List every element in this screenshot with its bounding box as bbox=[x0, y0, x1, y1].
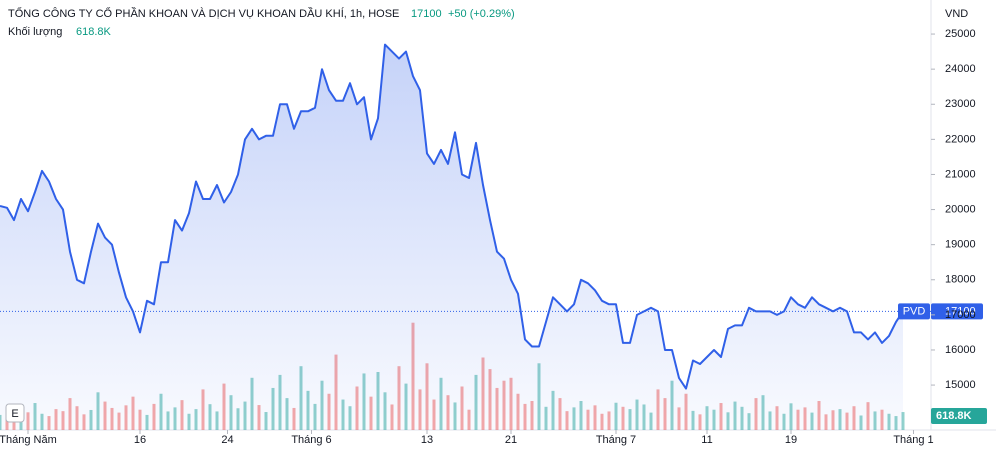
area bbox=[0, 44, 903, 430]
x-tick-label: Tháng Năm bbox=[0, 434, 57, 446]
y-tick-label: 24000 bbox=[945, 63, 976, 75]
x-tick-label: Tháng 1 bbox=[893, 434, 933, 446]
volume-tag-label: 618.8K bbox=[936, 410, 972, 422]
price-tag bbox=[931, 303, 983, 320]
x-tick-label: Tháng 6 bbox=[291, 434, 331, 446]
button[interactable] bbox=[5, 403, 25, 423]
currency: VND bbox=[945, 8, 968, 20]
price-tag-label: 17100 bbox=[945, 305, 976, 317]
x-tick-label: Tháng 7 bbox=[596, 434, 636, 446]
change: +50 (+0.29%) bbox=[448, 8, 515, 20]
button-label[interactable]: E bbox=[11, 408, 18, 420]
ticker: PVD bbox=[903, 305, 926, 317]
price-line bbox=[0, 43, 904, 390]
y-tick-label: 17000 bbox=[945, 309, 976, 321]
title: TỔNG CÔNG TY CỔ PHẦN KHOAN VÀ DỊCH VỤ KH… bbox=[8, 7, 399, 20]
x-tick-label: 24 bbox=[221, 434, 233, 446]
y-tick-label: 20000 bbox=[945, 203, 976, 215]
y-tick-label: 15000 bbox=[945, 379, 976, 391]
y-tick-label: 23000 bbox=[945, 98, 976, 110]
x-tick-label: 11 bbox=[701, 434, 712, 446]
last-price: 17100 bbox=[411, 8, 442, 20]
volume-tag bbox=[931, 408, 987, 424]
y-tick-label: 25000 bbox=[945, 28, 976, 40]
volume-caption: Khối lượng bbox=[8, 26, 62, 38]
x-tick-label: 13 bbox=[421, 434, 433, 446]
x-tick-label: 19 bbox=[785, 434, 797, 446]
y-tick-label: 22000 bbox=[945, 133, 976, 145]
y-tick-label: 16000 bbox=[945, 344, 976, 356]
x-tick-label: 16 bbox=[134, 434, 146, 446]
y-tick-label: 18000 bbox=[945, 274, 976, 286]
volume-value: 618.8K bbox=[76, 26, 112, 38]
y-tick-label: 21000 bbox=[945, 168, 976, 180]
ticker-tag bbox=[898, 303, 930, 320]
x-tick-label: 21 bbox=[505, 434, 517, 446]
y-tick-label: 19000 bbox=[945, 239, 976, 251]
